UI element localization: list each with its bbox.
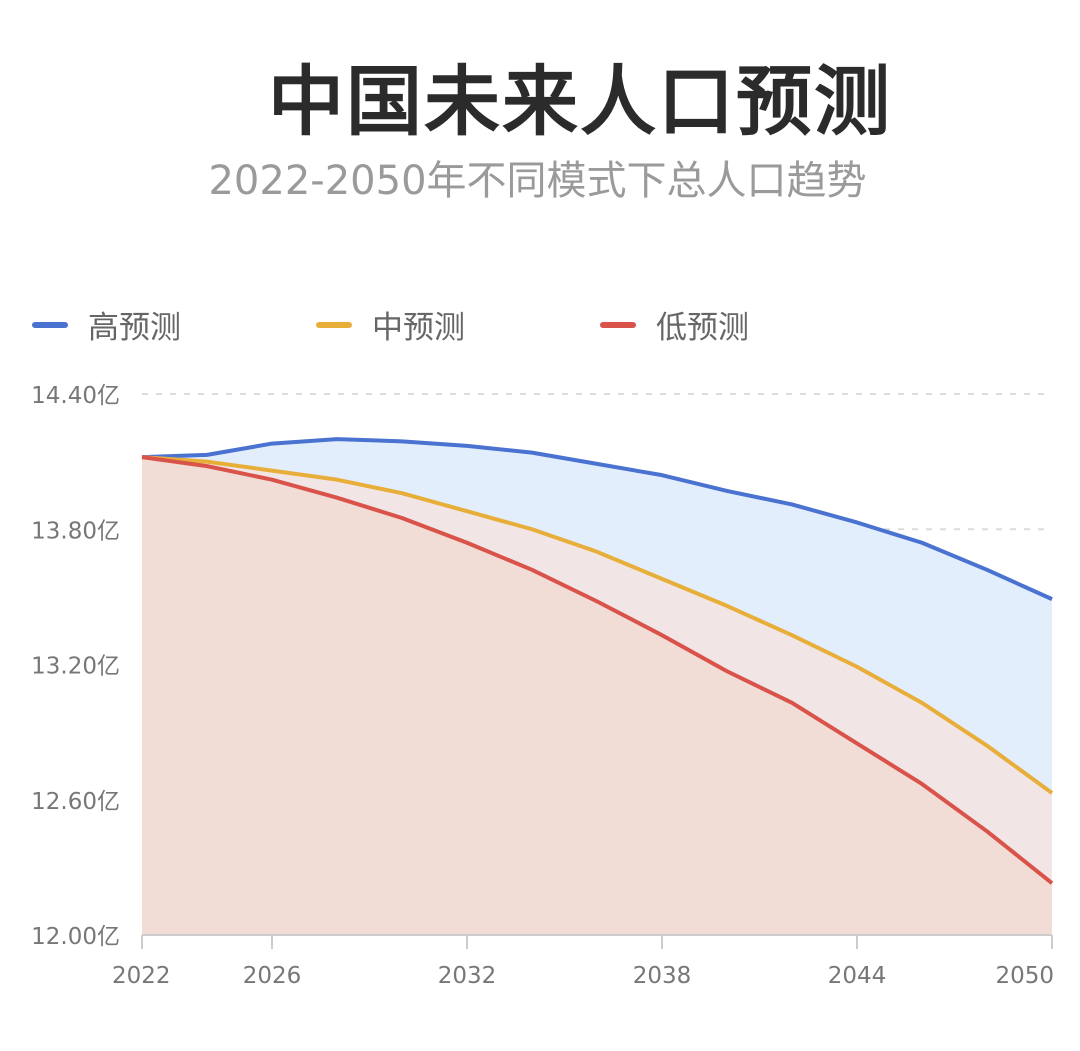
legend-swatch-low [600,321,636,328]
x-tick-label: 2050 [995,963,1054,989]
chart-subtitle: 2022-2050年不同模式下总人口趋势 [208,158,867,204]
legend-label-low: 低预测 [656,310,749,346]
legend-label-high: 高预测 [88,310,181,346]
chart-title: 中国未来人口预测 [268,57,892,146]
legend-item-high: 高预测 [32,302,181,347]
y-tick-label: 14.40亿 [31,383,120,409]
legend-swatch-mid [316,321,352,328]
area-2 [142,457,1052,935]
x-tick-label: 2022 [112,963,171,989]
legend-item-mid: 中预测 [316,302,465,347]
legend-label-mid: 中预测 [372,310,465,346]
y-tick-label: 12.00亿 [31,924,120,950]
y-tick-label: 13.80亿 [31,518,120,544]
x-tick-label: 2038 [633,963,692,989]
x-tick-label: 2044 [828,963,887,989]
y-tick-label: 12.60亿 [31,789,120,815]
x-tick-label: 2032 [438,963,497,989]
y-tick-label: 13.20亿 [31,654,120,680]
legend-swatch-high [32,321,68,328]
legend-item-low: 低预测 [600,302,749,347]
x-tick-label: 2026 [243,963,302,989]
